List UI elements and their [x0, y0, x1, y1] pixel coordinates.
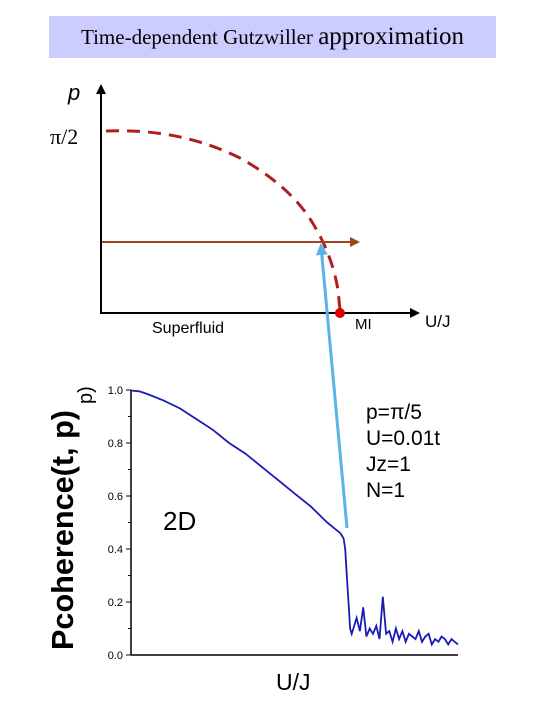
coherence-chart: 1.0 0.8 0.6 0.4 0.2 0.0 2D p=π/5 U=0.01t Jz=1… [45, 385, 459, 695]
y-tick-label: 0.4 [108, 544, 123, 556]
y-tick-label: 0.2 [108, 597, 123, 609]
phase-y-label: p [67, 80, 80, 105]
phase-y-tick: π/2 [50, 124, 78, 149]
chart-y-label-fragment: p) [75, 386, 97, 404]
slide-title: Time-dependent Gutzwiller approximation [49, 16, 496, 58]
title-text: Time-dependent Gutzwiller [81, 24, 313, 49]
y-tick-label: 1.0 [108, 385, 123, 397]
mott-insulator-label: MI [355, 316, 372, 333]
phase-x-label: U/J [425, 312, 451, 331]
superfluid-label: Superfluid [152, 320, 224, 337]
y-tick-label: 0.6 [108, 491, 123, 503]
chart-y-label: Pcoherence(t, p) [45, 410, 80, 650]
y-tick-label: 0.8 [108, 438, 123, 450]
param-u: U=0.01t [366, 427, 440, 450]
param-jz: Jz=1 [366, 453, 411, 476]
series-line-coherence [130, 389, 459, 647]
connecting-arrow [315, 243, 349, 529]
chart-x-label: U/J [276, 669, 311, 695]
title-text-large: approximation [318, 23, 464, 50]
phase-diagram: p π/2 U/J Superfluid MI [50, 80, 451, 337]
param-p: p=π/5 [366, 401, 422, 424]
param-n: N=1 [366, 479, 405, 502]
phase-boundary-curve [105, 129, 342, 311]
critical-point [335, 308, 345, 318]
panel-label-2d: 2D [163, 506, 196, 536]
y-tick-label: 0.0 [108, 650, 123, 662]
y-tick-group: 1.0 0.8 0.6 0.4 0.2 0.0 [108, 385, 131, 662]
